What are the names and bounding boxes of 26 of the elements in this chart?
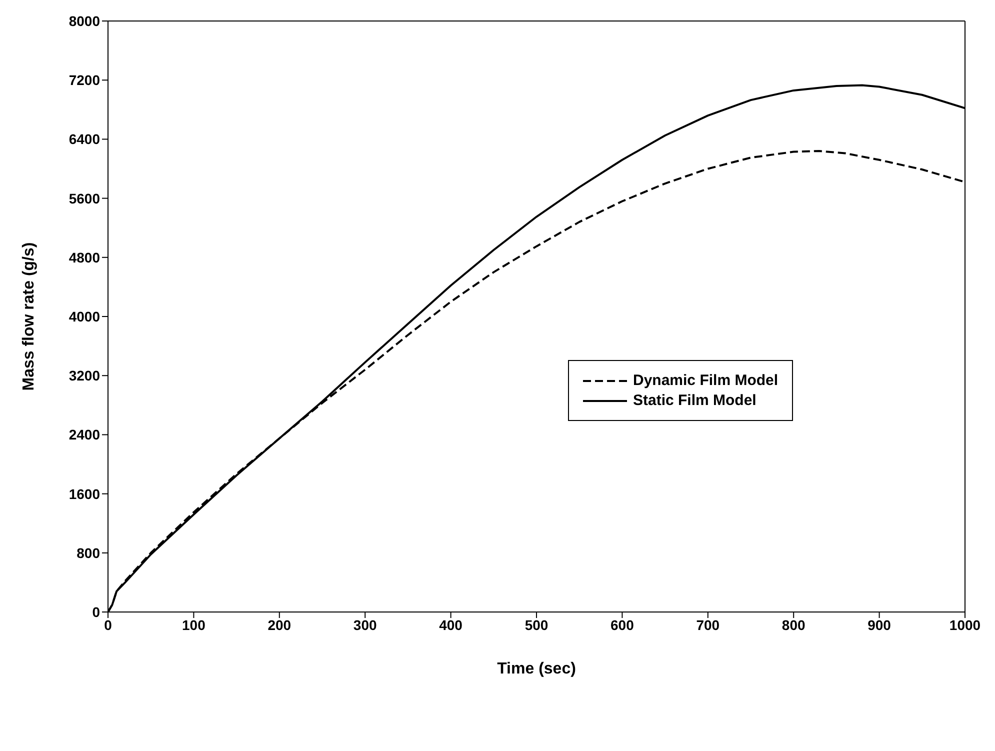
legend-label: Dynamic Film Model xyxy=(633,372,778,389)
y-tick-label: 5600 xyxy=(68,190,100,206)
y-axis-title: Mass flow rate (g/s) xyxy=(20,242,38,391)
x-tick-label: 200 xyxy=(268,616,292,633)
legend-label: Static Film Model xyxy=(633,392,756,409)
x-tick-label: 100 xyxy=(182,616,206,633)
x-tick-label: 400 xyxy=(439,616,463,633)
y-tick-label: 3200 xyxy=(68,368,100,384)
y-tick-label: 4000 xyxy=(68,308,100,324)
x-tick-label: 1000 xyxy=(949,616,981,633)
x-axis-title: Time (sec) xyxy=(497,660,576,678)
y-tick-label: 1600 xyxy=(68,486,100,502)
y-tick-label: 8000 xyxy=(68,12,100,29)
y-tick-label: 2400 xyxy=(68,426,100,443)
x-tick-label: 600 xyxy=(610,616,634,633)
y-tick-label: 0 xyxy=(92,604,100,620)
y-tick-label: 7200 xyxy=(68,72,100,88)
x-tick-label: 500 xyxy=(524,616,548,633)
y-tick-label: 4800 xyxy=(68,249,100,266)
x-tick-label: 300 xyxy=(353,616,377,633)
x-tick-label: 900 xyxy=(868,616,892,633)
y-tick-label: 6400 xyxy=(68,131,100,148)
y-tick-label: 800 xyxy=(76,544,100,561)
x-tick-label: 800 xyxy=(782,616,806,633)
x-tick-label: 0 xyxy=(104,616,112,633)
x-tick-label: 700 xyxy=(696,616,720,633)
